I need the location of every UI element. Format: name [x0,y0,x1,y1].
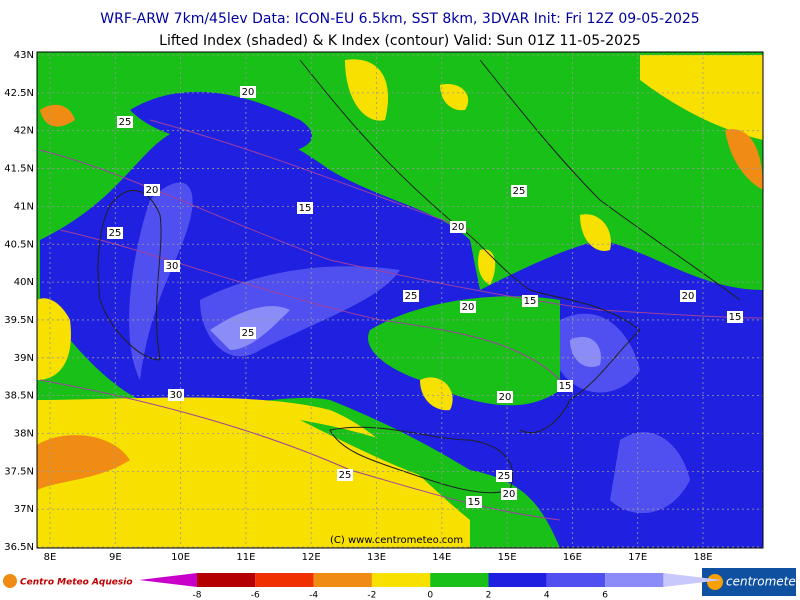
contour-label: 20 [462,302,475,313]
lon-label: 8E [44,552,57,563]
contour-label-bg [496,470,512,482]
colorbar-arrow [663,573,722,587]
contour-label: 20 [242,87,255,98]
lat-label: 43N [14,50,34,61]
contour-label: 20 [503,489,516,500]
lat-label: 38.5N [4,391,34,402]
copyright: (C) www.centrometeo.com [330,535,463,546]
contour-label: 20 [146,185,159,196]
contour-label-bg [680,290,696,302]
lat-label: 37N [14,504,34,515]
colorbar-tick-label: 4 [544,591,550,600]
contour-label-bg [337,469,353,481]
lon-label: 9E [109,552,122,563]
contour-label-bg [117,116,133,128]
contour-label-bg [240,327,256,339]
right-logo-text: centrometeo [726,575,800,589]
contour-label-bg [497,391,513,403]
contour-label: 20 [682,291,695,302]
lat-label: 42.5N [4,88,34,99]
contour-label: 25 [405,291,418,302]
contour-label-bg [511,185,527,197]
contour-label-bg [522,295,538,307]
left-logo: Centro Meteo Aquesio [3,574,133,588]
colorbar-tick-label: 6 [602,591,608,600]
contour-label-bg [168,389,184,401]
contour-label: 20 [499,392,512,403]
lon-label: 15E [498,552,517,563]
colorbar-tick-label: -2 [367,591,376,600]
contour-label-bg [460,301,476,313]
colorbar-arrow [139,573,197,587]
colorbar-segment [605,573,664,587]
lon-label: 13E [367,552,386,563]
logo-icon [707,574,723,590]
contour-label: 15 [524,296,537,307]
contour-label: 15 [468,497,481,508]
lat-label: 39N [14,353,34,364]
lat-label: 42N [14,126,34,137]
contour-label: 25 [119,117,132,128]
lat-label: 40.5N [4,239,34,250]
grid [37,52,763,548]
lon-label: 10E [171,552,190,563]
colorbar-tick-label: -8 [193,591,202,600]
contour-label-bg [107,227,123,239]
lat-label: 41N [14,201,34,212]
colorbar-segment [488,573,547,587]
colorbar-tick-label: 0 [427,591,433,600]
contour-label: 25 [339,470,352,481]
contour-label: 20 [452,222,465,233]
colorbar-tick-label: 2 [486,591,492,600]
colorbar-segment [430,573,489,587]
contour-label-bg [727,311,743,323]
contour-label: 30 [170,390,183,401]
contour-label-bg [403,290,419,302]
logo-icon [3,574,17,588]
contour-label-bg [297,202,313,214]
contour-label-bg [144,184,160,196]
contour-label-bg [240,86,256,98]
colorbar-segment [255,573,314,587]
contour-label: 25 [498,471,511,482]
contour-label: 25 [242,328,255,339]
map-frame [36,51,764,549]
colorbar-tick-label: -6 [251,591,260,600]
contour-label-bg [557,380,573,392]
map-field [37,52,763,548]
right-logo: centrometeo [702,568,800,596]
contour-label: 15 [729,312,742,323]
colorbar-segment [371,573,431,587]
colorbar-segment [197,573,256,587]
header-line2: Lifted Index (shaded) & K Index (contour… [159,33,641,49]
lon-label: 12E [302,552,321,563]
lon-label: 18E [693,552,712,563]
left-logo-text: Centro Meteo Aquesio [20,578,133,588]
contour-label-bg [450,221,466,233]
lon-label: 11E [236,552,255,563]
header-line1: WRF-ARW 7km/45lev Data: ICON-EU 6.5km, S… [100,11,699,27]
lat-label: 38N [14,429,34,440]
colorbar-segment [313,573,372,587]
lat-label: 41.5N [4,164,34,175]
lon-label: 17E [628,552,647,563]
lon-label: 14E [432,552,451,563]
contour-label-bg [466,496,482,508]
contour-label: 25 [513,186,526,197]
contour-label: 15 [559,381,572,392]
colorbar-segment [546,573,606,587]
lat-label: 40N [14,277,34,288]
lon-label: 16E [563,552,582,563]
colorbar: -8 -6 -4 -2 0 2 4 6 [139,573,722,600]
lat-label: 37.5N [4,466,34,477]
lat-label: 36.5N [4,542,34,553]
colorbar-tick-label: -4 [309,591,318,600]
contour-label: 25 [109,228,122,239]
contour-label-bg [164,260,180,272]
contour-label-bg [501,488,517,500]
contour-label: 15 [299,203,312,214]
lat-label: 39.5N [4,315,34,326]
contour-label: 30 [166,261,179,272]
